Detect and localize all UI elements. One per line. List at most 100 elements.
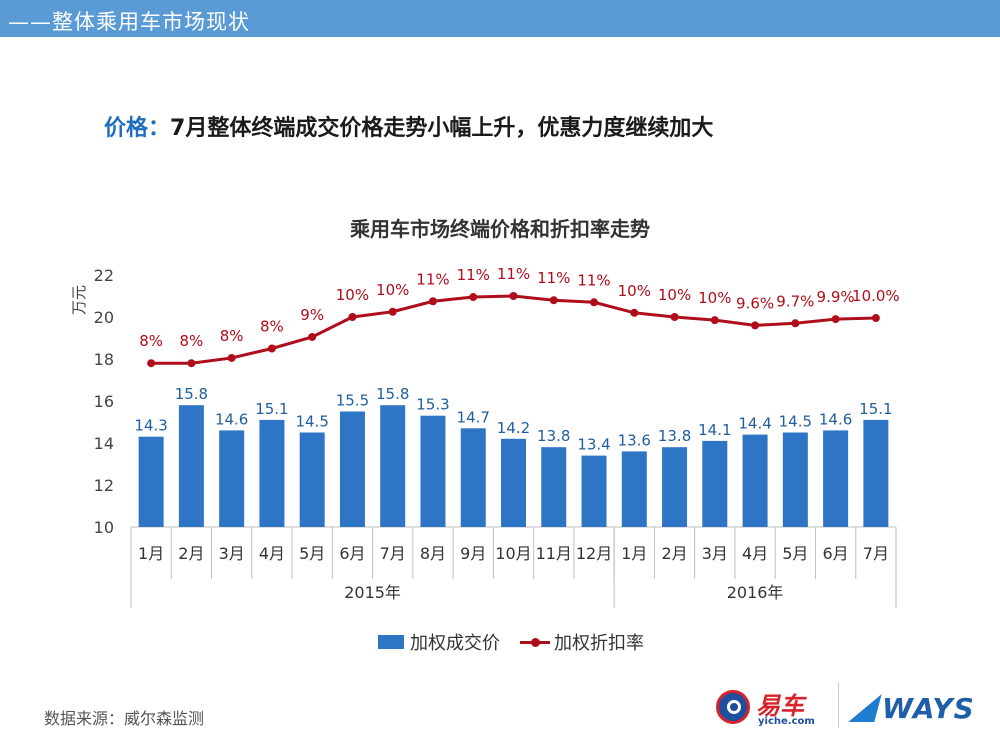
line-data-label: 10% <box>336 286 369 304</box>
x-tick-label: 3月 <box>219 544 245 563</box>
bar <box>863 419 889 527</box>
x-tick-label: 9月 <box>460 544 486 563</box>
line-point <box>630 308 639 317</box>
line-data-label: 11% <box>416 270 449 288</box>
line-point <box>670 313 679 321</box>
y-tick-label: 22 <box>94 266 114 285</box>
bar <box>259 419 285 527</box>
line-data-label: 8% <box>220 327 244 345</box>
line-data-label: 8% <box>260 318 284 336</box>
ways-logo: WAYS <box>848 692 982 732</box>
bar-data-label: 13.8 <box>658 427 691 445</box>
legend-bar-swatch <box>378 635 404 649</box>
headline: 价格：7月整体终端成交价格走势小幅上升，优惠力度继续加大 <box>104 110 713 142</box>
legend-bar-label: 加权成交价 <box>410 633 500 654</box>
line-data-label: 10% <box>618 282 651 300</box>
line-point <box>509 292 518 300</box>
legend-line-label: 加权折扣率 <box>554 633 644 654</box>
line-point <box>227 353 236 362</box>
y-tick-label: 16 <box>94 392 114 411</box>
line-point <box>710 316 719 325</box>
bar-data-label: 14.5 <box>779 413 812 431</box>
bar-data-label: 15.3 <box>416 396 449 414</box>
bar <box>299 432 325 527</box>
group-label: 2016年 <box>727 583 784 602</box>
bar <box>178 405 204 527</box>
x-tick-label: 10月 <box>495 544 531 563</box>
bar-data-label: 14.6 <box>819 410 852 428</box>
x-tick-label: 1月 <box>621 544 647 563</box>
bar <box>662 447 688 527</box>
x-tick-label: 3月 <box>702 544 728 563</box>
bar-data-label: 14.1 <box>698 421 731 439</box>
bar <box>501 438 526 527</box>
header-title: ——整体乘用车市场现状 <box>8 10 250 34</box>
line-data-label: 9.6% <box>736 294 774 312</box>
x-tick-label: 4月 <box>742 544 768 563</box>
line-data-label: 11% <box>497 265 530 283</box>
bar-data-label: 15.8 <box>175 385 208 403</box>
headline-label: 价格： <box>104 116 171 141</box>
line-data-label: 10% <box>376 281 409 299</box>
x-tick-label: 7月 <box>380 544 406 563</box>
x-tick-label: 5月 <box>782 544 808 563</box>
headline-text: 7月整体终端成交价格走势小幅上升，优惠力度继续加大 <box>170 116 714 141</box>
bar <box>581 455 607 527</box>
bar <box>138 436 164 527</box>
bar-data-label: 14.2 <box>497 419 530 437</box>
line-point <box>549 296 558 305</box>
line-data-label: 10% <box>698 289 731 307</box>
data-source: 数据来源：威尔森监测 <box>44 709 205 728</box>
bar <box>702 440 728 527</box>
y-tick-label: 10 <box>94 518 114 537</box>
line-point <box>831 315 840 324</box>
line-data-label: 10% <box>658 286 691 304</box>
bar <box>782 432 808 527</box>
bar-data-label: 15.1 <box>859 400 892 418</box>
line-data-label: 8% <box>139 332 163 350</box>
yiche-logo-icon <box>716 690 750 724</box>
line-data-label: 11% <box>537 269 570 287</box>
line-point <box>428 297 437 306</box>
chart: 万元 10 12 14 16 18 20 22 2015年 2016年 1月 2月 3月 4月 5月 6月 7月… <box>70 265 900 608</box>
bar-data-label: 14.6 <box>215 410 248 428</box>
line-data-label: 11% <box>577 271 610 289</box>
bar-data-label: 13.4 <box>577 436 610 454</box>
line-point <box>187 359 196 368</box>
x-tick-label: 2月 <box>661 544 687 563</box>
bar-data-label: 14.3 <box>134 417 167 435</box>
yiche-logo-sub: yiche.com <box>758 716 815 727</box>
bar-data-label: 15.1 <box>255 400 288 418</box>
ways-wing-icon <box>848 694 882 722</box>
bar <box>541 447 567 527</box>
x-tick-label: 12月 <box>576 544 612 563</box>
bar-data-label: 14.7 <box>457 408 490 426</box>
x-tick-label: 1月 <box>138 544 164 563</box>
line-data-label: 11% <box>457 266 490 284</box>
line-data-label: 9.9% <box>817 288 855 306</box>
line-point <box>871 314 880 323</box>
bar-data-label: 15.5 <box>336 392 369 410</box>
x-tick-label: 5月 <box>299 544 325 563</box>
bar <box>339 411 365 527</box>
y-tick-label: 20 <box>94 308 114 327</box>
bar <box>460 428 486 527</box>
y-tick-label: 14 <box>94 434 114 453</box>
line-point <box>791 319 800 328</box>
line-data-label: 8% <box>179 332 203 350</box>
header-bar: ——整体乘用车市场现状 <box>0 0 1000 37</box>
chart-title: 乘用车市场终端价格和折扣率走势 <box>350 217 650 241</box>
line-data-label: 10.0% <box>852 287 900 305</box>
line-point <box>590 298 599 307</box>
bar-data-label: 13.6 <box>618 431 651 449</box>
legend-item-line: 加权折扣率 <box>520 629 644 655</box>
bar-data-label: 15.8 <box>376 385 409 403</box>
y-axis-label: 万元 <box>70 285 88 315</box>
bar <box>219 430 245 527</box>
x-tick-label: 11月 <box>536 544 572 563</box>
bar-data-label: 14.5 <box>295 413 328 431</box>
y-tick-label: 12 <box>94 476 114 495</box>
ways-logo-word: WAYS <box>882 692 975 725</box>
x-tick-label: 6月 <box>339 544 365 563</box>
y-tick-label: 18 <box>94 350 114 369</box>
